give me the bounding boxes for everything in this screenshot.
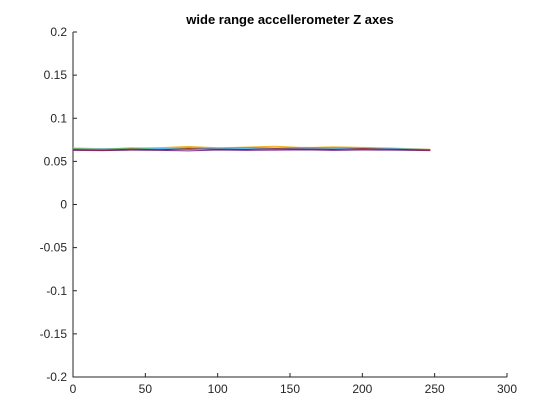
y-tick-label: 0.15 <box>44 68 68 82</box>
x-tick-label: 250 <box>425 382 445 396</box>
series-group <box>72 145 431 152</box>
y-tick-label: -0.15 <box>40 327 68 341</box>
series-line-7 <box>72 148 431 151</box>
y-tick-label: 0.05 <box>44 154 68 168</box>
y-tick-label: -0.2 <box>46 370 67 384</box>
x-tick-label: 200 <box>352 382 372 396</box>
y-tick-label: -0.05 <box>40 241 68 255</box>
y-tick-label: 0 <box>60 198 67 212</box>
axes: 0.20.150.10.050-0.05-0.1-0.15-0.20 50 100 1… <box>40 25 518 396</box>
x-tick-label: 0 <box>70 382 77 396</box>
y-tick-label: 0.1 <box>50 111 67 125</box>
y-tick-label: 0.2 <box>50 25 67 39</box>
x-tick-label: 50 <box>139 382 153 396</box>
series-line-4 <box>72 149 431 152</box>
chart-title: wide range accellerometer Z axes <box>185 12 393 27</box>
series-line-5 <box>72 146 431 151</box>
x-tick-label: 150 <box>280 382 300 396</box>
x-tick-label: 300 <box>497 382 517 396</box>
x-tick-label: 100 <box>208 382 228 396</box>
y-tick-label: -0.1 <box>46 284 67 298</box>
